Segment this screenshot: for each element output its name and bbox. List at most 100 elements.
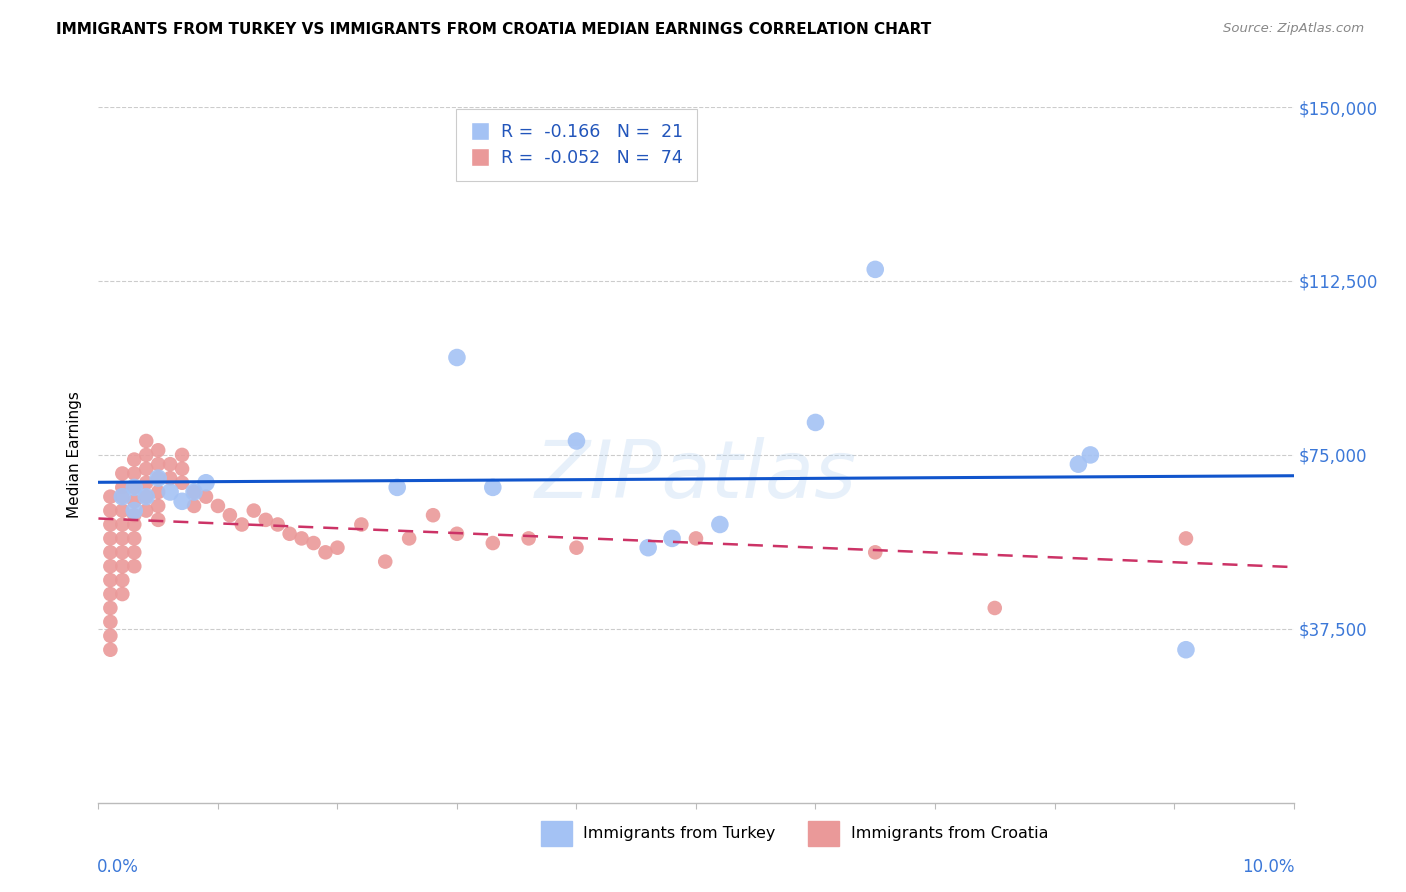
Point [517,532,540,546]
Point [243,503,266,517]
Point [111,587,134,601]
Point [100,559,122,574]
Point [135,475,157,490]
Point [111,573,134,587]
Point [183,485,205,500]
Point [100,573,122,587]
Point [124,452,146,467]
Point [100,587,122,601]
Point [135,462,157,476]
Point [398,532,420,546]
Point [302,536,325,550]
Point [219,508,242,523]
Point [148,485,170,500]
Point [135,448,157,462]
Point [100,532,122,546]
Point [148,457,170,471]
Point [100,601,122,615]
Point [661,532,683,546]
Point [565,541,588,555]
Point [124,480,146,494]
Point [481,480,505,494]
Point [446,351,468,365]
Point [124,494,146,508]
Point [1175,532,1198,546]
Point [865,545,887,559]
Point [124,532,146,546]
Point [124,503,146,517]
Point [148,471,170,485]
Point [148,513,170,527]
Point [111,503,134,517]
Point [124,480,146,494]
FancyBboxPatch shape [808,821,839,846]
Point [148,499,170,513]
Point [374,555,396,569]
Text: Immigrants from Croatia: Immigrants from Croatia [851,826,1047,840]
Point [111,490,134,504]
Point [159,471,181,485]
FancyBboxPatch shape [541,821,572,846]
Point [124,517,146,532]
Point [254,513,277,527]
Point [422,508,444,523]
Point [111,517,134,532]
Text: Immigrants from Turkey: Immigrants from Turkey [583,826,776,840]
Point [446,526,468,541]
Point [100,517,122,532]
Point [100,503,122,517]
Point [865,262,887,277]
Point [709,517,731,532]
Legend: R =  -0.166   N =  21, R =  -0.052   N =  74: R = -0.166 N = 21, R = -0.052 N = 74 [456,109,697,181]
Point [1067,457,1090,471]
Point [111,559,134,574]
Text: ZIPatlas: ZIPatlas [534,437,858,515]
Point [172,475,194,490]
Point [100,629,122,643]
Point [159,457,181,471]
Point [637,541,659,555]
Point [111,480,134,494]
Point [148,471,170,485]
Point [1080,448,1102,462]
Point [100,545,122,559]
Text: 10.0%: 10.0% [1243,858,1295,877]
Point [195,490,218,504]
Text: IMMIGRANTS FROM TURKEY VS IMMIGRANTS FROM CROATIA MEDIAN EARNINGS CORRELATION CH: IMMIGRANTS FROM TURKEY VS IMMIGRANTS FRO… [56,22,932,37]
Point [159,485,181,500]
Point [350,517,373,532]
Point [135,490,157,504]
Point [124,467,146,481]
Point [100,615,122,629]
Point [685,532,707,546]
Point [481,536,505,550]
Point [565,434,588,448]
Point [278,526,301,541]
Point [183,485,205,500]
Point [267,517,290,532]
Y-axis label: Median Earnings: Median Earnings [67,392,83,518]
Point [385,480,409,494]
Point [124,508,146,523]
Point [124,545,146,559]
Point [135,490,157,504]
Point [207,499,229,513]
Point [231,517,253,532]
Point [100,642,122,657]
Point [111,490,134,504]
Point [111,467,134,481]
Point [148,443,170,458]
Text: Source: ZipAtlas.com: Source: ZipAtlas.com [1223,22,1364,36]
Point [100,490,122,504]
Point [135,503,157,517]
Point [111,532,134,546]
Point [183,499,205,513]
Point [172,462,194,476]
Point [172,448,194,462]
Point [124,559,146,574]
Point [315,545,337,559]
Point [804,416,827,430]
Point [111,545,134,559]
Point [172,494,194,508]
Point [135,434,157,448]
